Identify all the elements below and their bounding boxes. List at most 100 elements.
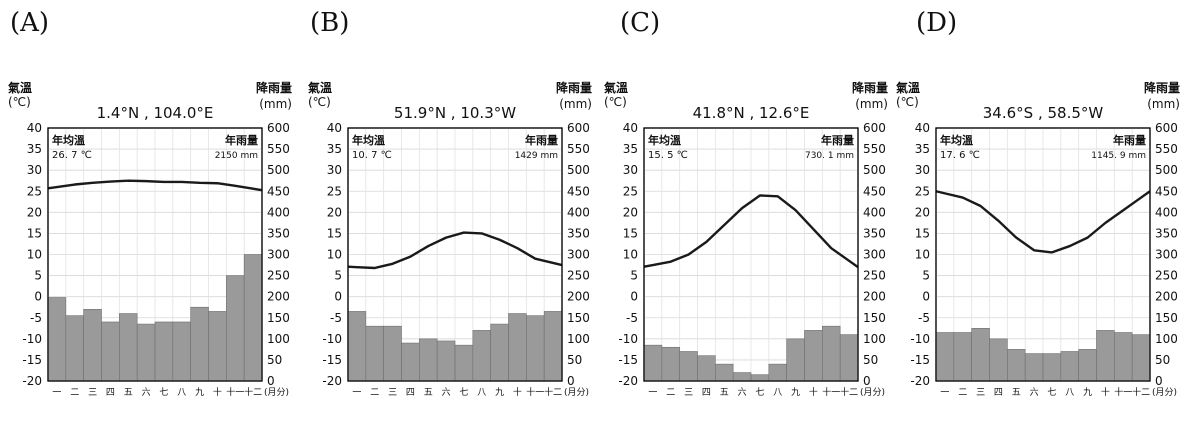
rain-tick-label: 100 (863, 332, 886, 346)
month-label: 一 (940, 388, 949, 398)
rain-bar (154, 321, 174, 382)
rain-bar (1024, 353, 1044, 382)
rain-bar (971, 327, 990, 382)
rain-bar (1042, 353, 1062, 382)
rain-tick-label: 600 (863, 121, 886, 135)
rain-bar (643, 344, 663, 382)
rain-tick-label: 300 (1155, 248, 1178, 262)
month-label: 十一 (822, 386, 840, 398)
temperature-line (935, 190, 1151, 254)
annual-rain-value: 2150 mm (215, 151, 258, 161)
temp-tick-label: 30 (623, 163, 638, 177)
temp-tick-label: -5 (30, 311, 42, 325)
rain-tick-label: 200 (1155, 290, 1178, 304)
rain-bar (679, 351, 698, 382)
annual-rain-value: 1145. 9 mm (1091, 151, 1146, 161)
rain-tick-label: 0 (267, 374, 275, 388)
rain-tick-label: 100 (567, 332, 590, 346)
climate-chart-d: 4035302520151050-5-10-15-206005505004504… (896, 80, 1180, 398)
temp-tick-label: 30 (915, 163, 930, 177)
rain-bar (526, 315, 545, 382)
chart-title: 34.6°S , 58.5°W (983, 104, 1104, 122)
temp-tick-label: 35 (915, 142, 930, 156)
month-label: 十一 (526, 386, 544, 398)
temp-axis-unit: (℃) (8, 95, 31, 109)
month-label: 十 (513, 386, 522, 398)
rain-bar (697, 355, 716, 382)
temp-axis-unit: (℃) (896, 95, 919, 109)
month-label: 二 (958, 388, 967, 398)
temp-tick-label: -15 (322, 353, 342, 367)
temp-tick-label: 35 (327, 142, 342, 156)
month-label: 十 (809, 386, 818, 398)
chart-title: 1.4°N , 104.0°E (97, 104, 214, 122)
temp-tick-label: -15 (22, 353, 42, 367)
temp-tick-label: 5 (630, 269, 638, 283)
temp-tick-label: -10 (22, 332, 42, 346)
month-label: 八 (177, 388, 186, 398)
month-label: 十一 (226, 386, 244, 398)
month-label: 二 (70, 388, 79, 398)
rain-tick-label: 150 (1155, 311, 1178, 325)
annual-rain-label: 年雨量 (1113, 133, 1146, 147)
rain-tick-label: 50 (1155, 353, 1170, 367)
rain-tick-label: 50 (863, 353, 878, 367)
rain-bar (1114, 332, 1133, 382)
rain-tick-label: 100 (1155, 332, 1178, 346)
temp-tick-label: 5 (34, 269, 42, 283)
rain-bar (822, 325, 841, 382)
rain-tick-label: 600 (567, 121, 590, 135)
rain-bar (401, 342, 420, 382)
temp-tick-label: 5 (334, 269, 342, 283)
month-label: 九 (791, 387, 800, 398)
rain-tick-label: 550 (267, 142, 290, 156)
month-label: 八 (1065, 388, 1074, 398)
month-label: 十二 (244, 386, 262, 398)
rain-tick-label: 550 (863, 142, 886, 156)
rain-bar (786, 338, 805, 382)
panel-label-d: (D) (916, 8, 958, 38)
rain-tick-label: 400 (1155, 205, 1178, 219)
month-label: 四 (702, 388, 711, 398)
plot-frame (643, 127, 859, 382)
rain-tick-label: 350 (567, 226, 590, 240)
rain-bar (768, 363, 787, 382)
x-axis-unit: (月分) (1152, 387, 1177, 398)
rain-bar (190, 306, 209, 382)
temp-tick-label: 0 (630, 290, 638, 304)
temp-tick-label: 15 (623, 226, 638, 240)
temp-tick-label: -10 (322, 332, 342, 346)
rain-bar (989, 338, 1008, 382)
temp-tick-label: 30 (27, 163, 42, 177)
panel-label-a: (A) (10, 8, 50, 38)
annual-temp-label: 年均溫 (52, 133, 85, 147)
rain-tick-label: 250 (1155, 269, 1178, 283)
rain-tick-label: 200 (863, 290, 886, 304)
rain-tick-label: 250 (267, 269, 290, 283)
rain-tick-label: 400 (863, 205, 886, 219)
rain-bar (47, 297, 67, 382)
panel-label-b: (B) (310, 8, 350, 38)
temp-tick-label: 25 (623, 184, 638, 198)
rain-tick-label: 600 (1155, 121, 1178, 135)
annual-temp-label: 年均溫 (940, 133, 973, 147)
temp-tick-label: -20 (22, 374, 42, 388)
month-label: 一 (52, 388, 61, 398)
rain-tick-label: 550 (567, 142, 590, 156)
month-label: 五 (1012, 388, 1021, 398)
month-label: 四 (406, 388, 415, 398)
rain-tick-label: 450 (1155, 184, 1178, 198)
rain-bar (419, 338, 438, 382)
rain-bar (365, 325, 384, 382)
temp-tick-label: 40 (623, 121, 638, 135)
rain-bar (65, 315, 84, 382)
temp-tick-label: 10 (623, 248, 638, 262)
annual-rain-label: 年雨量 (821, 133, 854, 147)
rain-axis-title: 降雨量 (1144, 80, 1180, 95)
temp-tick-label: 25 (327, 184, 342, 198)
rain-axis-unit: (mm) (559, 97, 592, 111)
month-label: 六 (1030, 386, 1039, 398)
month-label: 七 (459, 387, 468, 398)
month-label: 九 (195, 387, 204, 398)
rain-tick-label: 400 (267, 205, 290, 219)
